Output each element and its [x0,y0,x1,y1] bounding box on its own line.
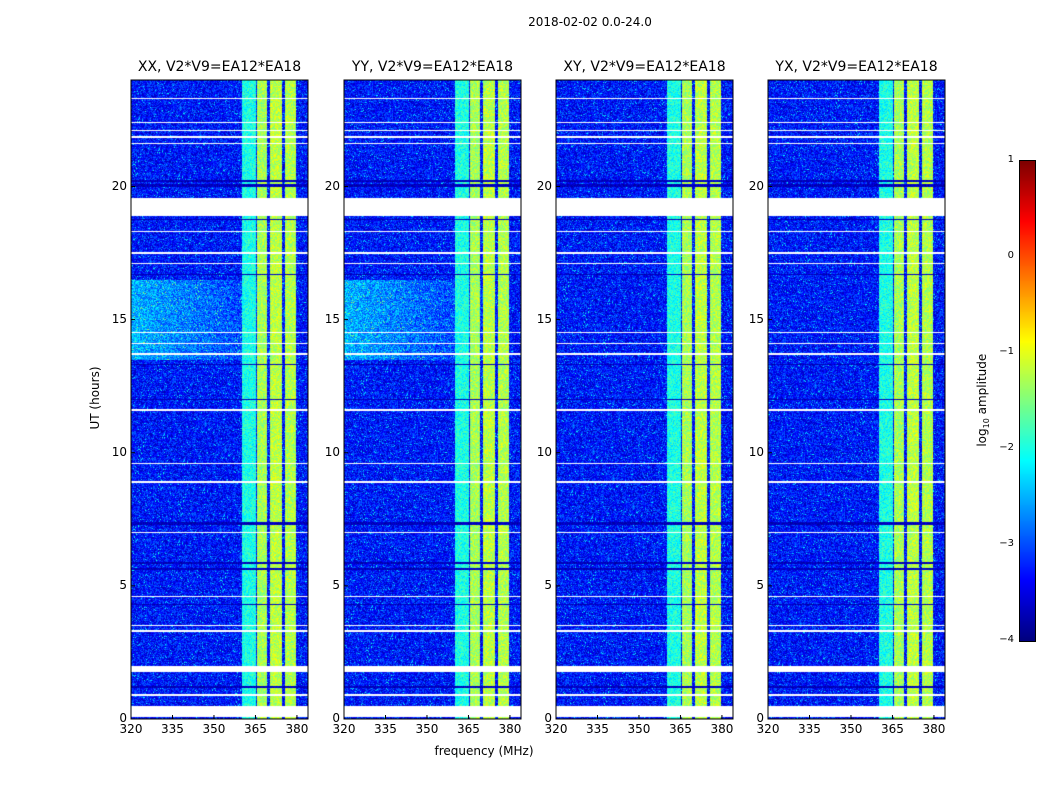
axes-frame [555,79,734,720]
x-tick-label: 320 [332,722,356,736]
x-tick-label: 350 [839,722,863,736]
heatmap-image [768,80,945,719]
y-tick-label: 0 [544,711,552,725]
y-axis-label: UT (hours) [88,366,102,430]
x-tick-label: 320 [119,722,143,736]
figure-title: 2018-02-02 0.0-24.0 [528,15,652,29]
colorbar-tick-label: 1 [1007,154,1014,165]
y-tick-label: 0 [119,711,127,725]
axes-frame [343,79,522,720]
colorbar-tick-label: −2 [999,442,1014,453]
x-tick-label: 380 [922,722,946,736]
x-tick-label: 380 [710,722,734,736]
x-tick-label: 365 [881,722,904,736]
colorbar-gradient [1019,160,1036,642]
colorbar-tick-label: 0 [1007,250,1014,261]
x-tick-label: 350 [415,722,439,736]
x-axis-label: frequency (MHz) [434,744,534,758]
panel-title: XY, V2*V9=EA12*EA18 [563,59,726,75]
y-tick-label: 10 [748,444,764,459]
colorbar-tick-label: −4 [999,634,1014,645]
x-tick-label: 365 [669,722,692,736]
colorbar-tick-label: −1 [999,346,1014,357]
axes-frame [130,79,309,720]
colorbar-label: log10 amplitude [974,353,992,447]
axes-border [343,79,522,720]
y-tick-label: 5 [756,577,764,592]
x-tick-label: 335 [798,722,821,736]
axes-border [555,79,734,720]
x-tick-label: 335 [586,722,609,736]
x-tick-label: 320 [756,722,780,736]
axes-frame [767,79,946,720]
y-tick-label: 20 [536,178,552,193]
axes-border [130,79,309,720]
colorbar-tick-label: −3 [999,538,1014,549]
y-tick-label: 0 [332,711,340,725]
y-tick-label: 0 [756,711,764,725]
x-tick-label: 350 [202,722,226,736]
y-tick-label: 5 [544,577,552,592]
heatmap-image [556,80,733,719]
panel-title: XX, V2*V9=EA12*EA18 [137,59,302,75]
panel-title: YX, V2*V9=EA12*EA18 [775,59,938,75]
panel-title: YY, V2*V9=EA12*EA18 [351,59,514,75]
x-tick-label: 350 [627,722,651,736]
y-tick-label: 5 [119,577,127,592]
heatmap-image [344,80,521,719]
y-tick-label: 20 [748,178,764,193]
x-tick-label: 335 [374,722,397,736]
x-tick-label: 365 [457,722,480,736]
x-tick-label: 320 [544,722,568,736]
x-tick-label: 365 [244,722,267,736]
y-tick-label: 10 [324,444,340,459]
axes-border [767,79,946,720]
y-tick-label: 15 [324,311,340,326]
y-tick-label: 20 [111,178,127,193]
x-tick-label: 335 [161,722,184,736]
y-tick-label: 20 [324,178,340,193]
y-tick-label: 15 [536,311,552,326]
x-tick-label: 380 [285,722,309,736]
y-tick-label: 15 [748,311,764,326]
y-tick-label: 10 [536,444,552,459]
heatmap-image [131,80,308,719]
y-tick-label: 5 [332,577,340,592]
y-tick-label: 15 [111,311,127,326]
y-tick-label: 10 [111,444,127,459]
x-tick-label: 380 [498,722,522,736]
